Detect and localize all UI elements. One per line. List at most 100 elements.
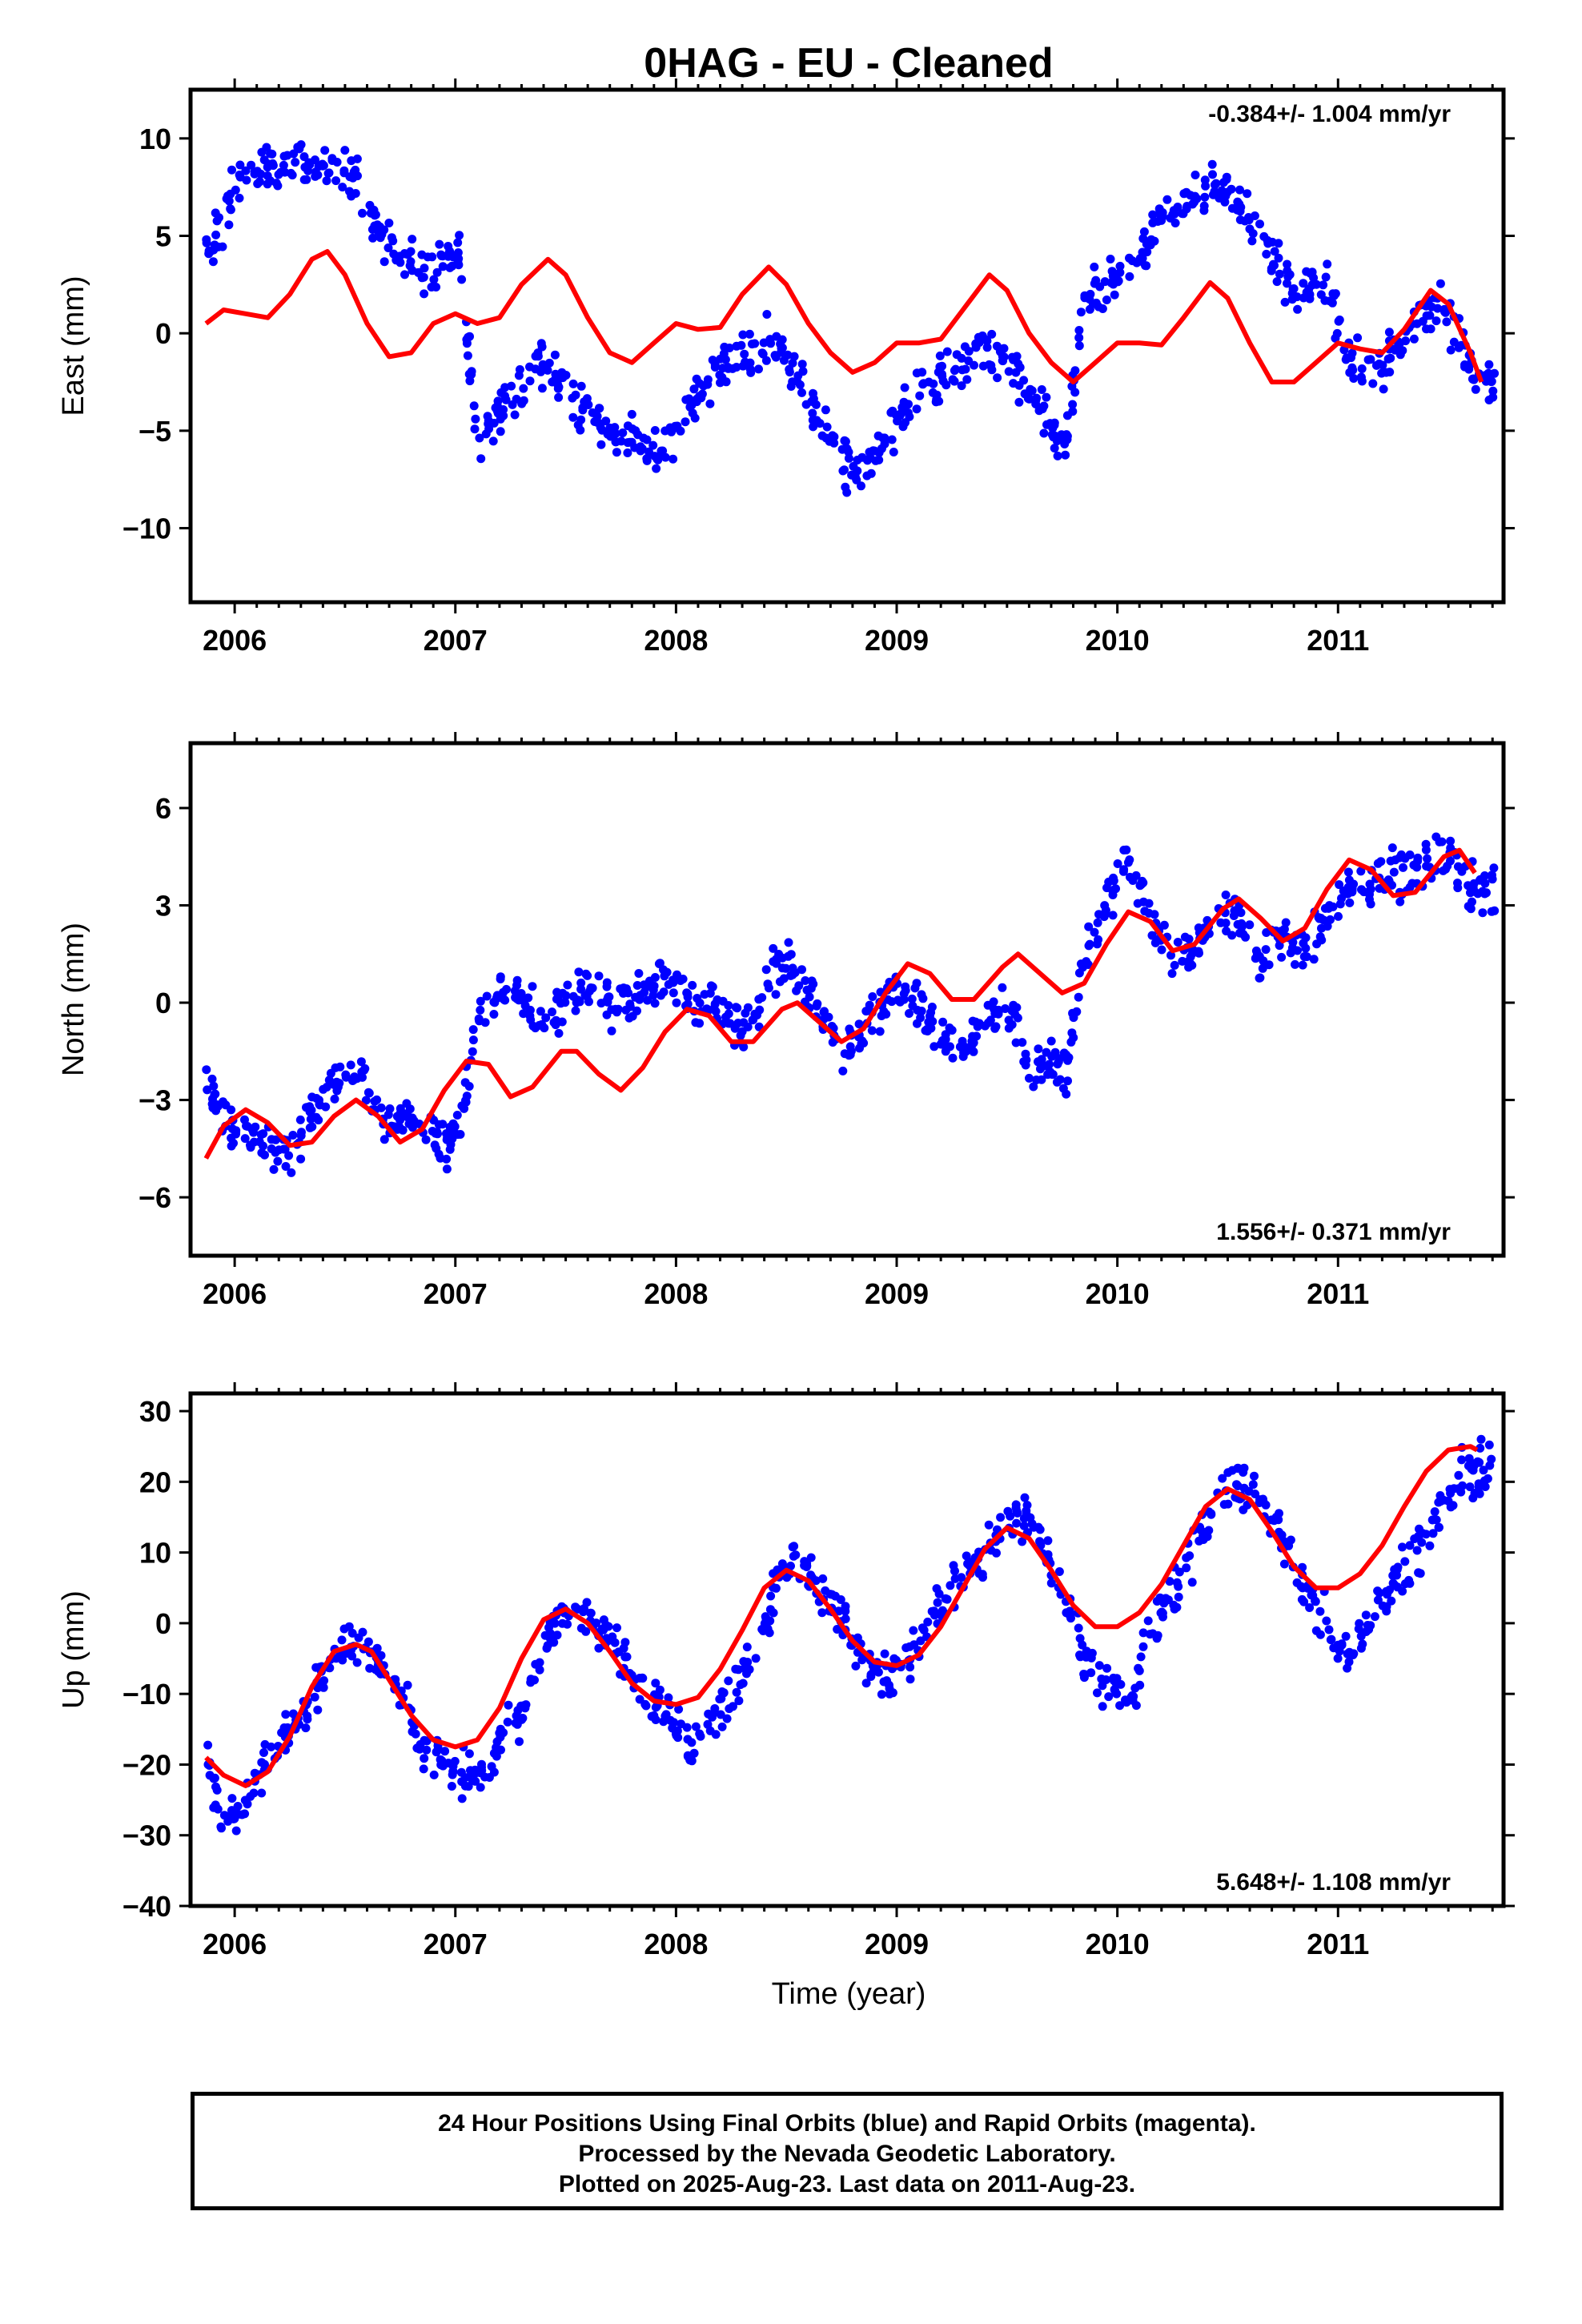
data-point bbox=[586, 1608, 595, 1618]
data-point bbox=[1331, 289, 1340, 299]
data-point bbox=[519, 384, 528, 393]
data-point bbox=[985, 360, 994, 369]
data-point bbox=[1484, 1440, 1494, 1449]
data-point bbox=[467, 370, 476, 380]
data-point bbox=[412, 1743, 422, 1753]
data-point bbox=[310, 1692, 319, 1702]
data-point bbox=[453, 238, 463, 247]
data-point bbox=[1027, 386, 1037, 396]
data-point bbox=[1222, 172, 1231, 182]
data-point bbox=[1200, 192, 1210, 202]
data-point bbox=[1365, 895, 1374, 904]
data-point bbox=[807, 396, 817, 406]
data-point bbox=[311, 155, 319, 165]
data-point bbox=[1363, 1621, 1373, 1630]
data-point bbox=[231, 1826, 241, 1835]
data-point bbox=[476, 996, 485, 1006]
chart-title: 0HAG - EU - Cleaned bbox=[644, 40, 1053, 86]
data-point bbox=[612, 1623, 621, 1633]
data-point bbox=[874, 448, 884, 457]
y-tick-label: −20 bbox=[122, 1748, 171, 1781]
data-point bbox=[368, 233, 378, 243]
data-point bbox=[1309, 955, 1319, 964]
data-point bbox=[432, 1144, 441, 1153]
data-point bbox=[1022, 1055, 1031, 1064]
data-point bbox=[1191, 171, 1200, 179]
x-tick-label: 2008 bbox=[644, 1928, 708, 1960]
data-point bbox=[1435, 1522, 1443, 1532]
data-point bbox=[1235, 185, 1244, 195]
data-point bbox=[357, 1068, 367, 1077]
data-point bbox=[295, 1115, 305, 1124]
data-point bbox=[950, 376, 959, 386]
data-point bbox=[223, 1816, 233, 1826]
data-point bbox=[994, 1007, 1003, 1017]
data-point bbox=[873, 1667, 883, 1677]
data-point bbox=[1223, 1499, 1233, 1509]
data-point bbox=[476, 1005, 485, 1015]
data-point bbox=[266, 149, 275, 159]
data-point bbox=[553, 995, 563, 1004]
data-point bbox=[1038, 404, 1047, 414]
data-point bbox=[1074, 333, 1084, 343]
data-point bbox=[536, 339, 546, 348]
data-point bbox=[1305, 290, 1315, 300]
data-point bbox=[771, 352, 781, 362]
data-point bbox=[354, 1633, 363, 1642]
data-point bbox=[765, 336, 775, 346]
data-point bbox=[475, 433, 484, 443]
data-point bbox=[1032, 1076, 1041, 1084]
data-point bbox=[1471, 384, 1480, 394]
data-point bbox=[1453, 879, 1462, 888]
data-point bbox=[211, 208, 220, 218]
data-point bbox=[1274, 253, 1283, 263]
data-point bbox=[999, 344, 1009, 353]
data-point bbox=[1411, 860, 1420, 870]
data-point bbox=[1283, 259, 1292, 269]
data-point bbox=[1237, 919, 1247, 928]
data-point bbox=[992, 1548, 1001, 1558]
data-point bbox=[1291, 959, 1299, 969]
data-point bbox=[288, 1131, 298, 1140]
data-point bbox=[504, 1700, 513, 1710]
data-point bbox=[685, 394, 694, 404]
data-point bbox=[784, 938, 793, 947]
data-point bbox=[572, 998, 581, 1007]
data-point bbox=[1119, 865, 1129, 875]
y-axis-title: East (mm) bbox=[57, 275, 90, 416]
data-point bbox=[1399, 862, 1407, 872]
data-point bbox=[432, 267, 442, 277]
data-point bbox=[853, 456, 862, 464]
data-point bbox=[1409, 334, 1419, 344]
data-point bbox=[771, 990, 781, 999]
data-point bbox=[917, 1007, 926, 1015]
data-point bbox=[917, 1623, 927, 1633]
data-point bbox=[786, 950, 796, 959]
model-fit-line bbox=[204, 249, 1484, 384]
data-point bbox=[1154, 204, 1164, 214]
data-point bbox=[838, 1066, 848, 1076]
data-point bbox=[1026, 1513, 1035, 1522]
data-point bbox=[320, 146, 330, 155]
data-point bbox=[1417, 1538, 1427, 1547]
data-point bbox=[717, 372, 727, 382]
data-point bbox=[841, 436, 850, 446]
data-point bbox=[1474, 1479, 1484, 1489]
data-point bbox=[269, 1164, 279, 1174]
data-point bbox=[324, 168, 334, 178]
data-point bbox=[682, 1723, 692, 1732]
data-point bbox=[1468, 881, 1478, 891]
data-point bbox=[909, 1626, 918, 1635]
panel-north: 2006 2007 2008 2009 2010 2011 −6 −3 0 3 6 North (mm… bbox=[57, 732, 1515, 1310]
data-point bbox=[581, 1626, 591, 1636]
data-point bbox=[1442, 317, 1452, 327]
data-point bbox=[542, 1643, 552, 1653]
data-point bbox=[651, 1679, 661, 1688]
data-point bbox=[1167, 969, 1177, 979]
data-point bbox=[809, 422, 818, 432]
data-point bbox=[708, 1709, 717, 1719]
data-point bbox=[431, 1128, 440, 1138]
data-point bbox=[1484, 360, 1494, 369]
data-point bbox=[984, 1520, 994, 1530]
